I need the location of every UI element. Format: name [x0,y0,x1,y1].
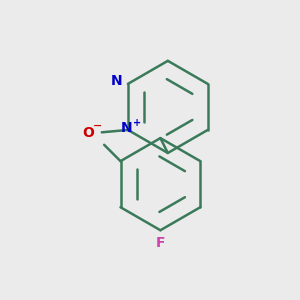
Text: N: N [111,74,122,88]
Text: N: N [121,122,132,136]
Text: O: O [82,126,94,140]
Text: −: − [93,121,102,130]
Text: +: + [134,118,142,128]
Text: F: F [156,236,165,250]
